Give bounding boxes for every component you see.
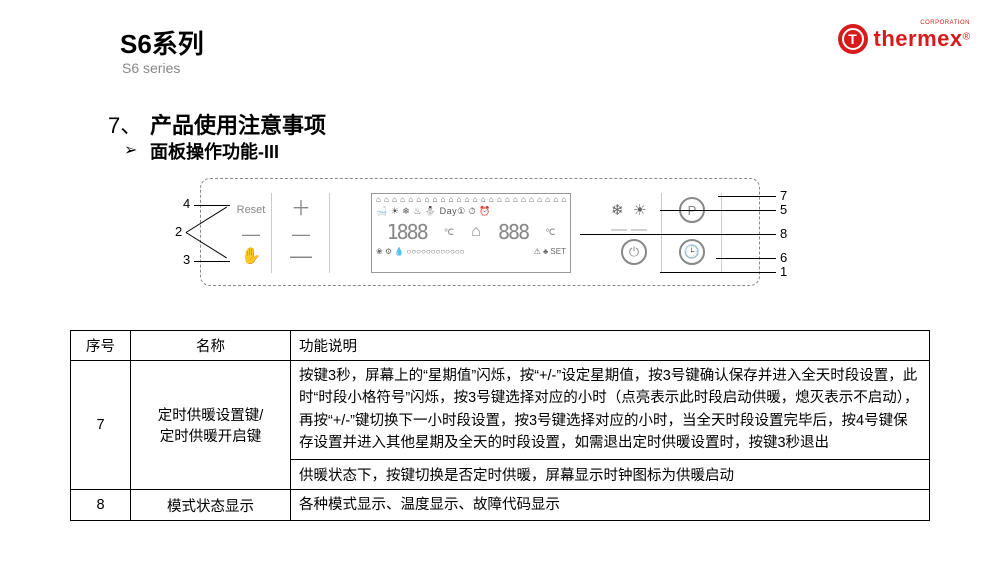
cell-name-7: 定时供暖设置键/ 定时供暖开启键 — [131, 361, 291, 490]
callout-1: 1 — [780, 264, 787, 279]
th-number: 序号 — [71, 331, 131, 361]
lcd-right-unit: ℃ — [545, 227, 555, 238]
lcd-screen: ⌂ ⌂ ⌂ ⌂ ⌂ ⌂ ⌂ ⌂ ⌂ ⌂ ⌂ ⌂ ⌂ ⌂ ⌂ ⌂ ⌂ ⌂ ⌂ ⌂ … — [371, 193, 571, 273]
reset-button-label: Reset — [231, 197, 271, 223]
lcd-week-row: ⌂ ⌂ ⌂ ⌂ ⌂ ⌂ ⌂ ⌂ ⌂ ⌂ ⌂ ⌂ ⌂ ⌂ ⌂ ⌂ ⌂ ⌂ ⌂ ⌂ … — [372, 194, 570, 205]
hand-button-icon: ✋ — [231, 243, 271, 269]
lcd-icons-row: 🛁 ☀ ❄ ♨ ⛄ Day① ⏱ ⏰ — [372, 205, 570, 218]
cell-name-8: 模式状态显示 — [131, 489, 291, 520]
cell-desc-8: 各种模式显示、温度显示、故障代码显示 — [291, 489, 930, 520]
clock-glyph: 🕒 — [684, 244, 700, 260]
table-row: 8 模式状态显示 各种模式显示、温度显示、故障代码显示 — [71, 489, 930, 520]
logo-corporation: CORPORATION — [920, 20, 970, 26]
bullet-text: 面板操作功能-III — [150, 138, 279, 164]
divider — [721, 193, 722, 273]
th-name: 名称 — [131, 331, 291, 361]
table-row: 7 定时供暖设置键/ 定时供暖开启键 按键3秒，屏幕上的“星期值”闪烁，按“+/… — [71, 361, 930, 460]
house-icon: ⌂ — [471, 223, 481, 241]
lcd-right-segment: 888 — [498, 220, 528, 244]
divider — [661, 193, 662, 273]
table-header-row: 序号 名称 功能说明 — [71, 331, 930, 361]
logo-registered: ® — [963, 32, 970, 43]
cell-desc-7b: 供暖状态下，按键切换是否定时供暖，屏幕显示时钟图标为供暖启动 — [291, 459, 930, 489]
logo-brand-text: thermex — [874, 26, 963, 51]
logo-mark-letter: T — [848, 31, 857, 47]
control-panel-diagram: Reset ＋ — — ✋ — ⌂ ⌂ ⌂ ⌂ ⌂ ⌂ ⌂ ⌂ ⌂ ⌂ ⌂ ⌂ … — [200, 178, 760, 286]
snowflake-icon: ❄ — [611, 201, 624, 219]
brand-logo: T CORPORATION thermex® — [838, 24, 970, 54]
callout-6: 6 — [780, 250, 787, 265]
section-number: 7、 — [108, 108, 142, 140]
power-glyph: ⏻ — [629, 244, 639, 260]
callout-8: 8 — [780, 226, 787, 241]
power-button-icon: ⏻ — [621, 239, 647, 265]
cell-num-7: 7 — [71, 361, 131, 490]
dash-icon: — — [611, 221, 627, 239]
callout-2: 2 — [175, 224, 182, 239]
callout-4: 4 — [183, 196, 190, 211]
callout-3: 3 — [183, 252, 190, 267]
section-title: 产品使用注意事项 — [150, 108, 326, 140]
clock-button-icon: 🕒 — [679, 239, 705, 265]
plus-button-icon: ＋ — [281, 193, 321, 219]
bullet-marker: ➢ — [124, 140, 137, 160]
lcd-left-unit: ℃ — [444, 227, 454, 238]
lcd-bottom-right: ⚠ ♣ SET — [534, 247, 566, 256]
callout-5: 5 — [780, 202, 787, 217]
dash-icon: — — [631, 221, 647, 239]
minus-button-icon: — — [281, 243, 321, 269]
lcd-left-segment: 1888 — [387, 220, 427, 244]
sun-icon: ☀ — [633, 201, 646, 219]
callout-7: 7 — [780, 188, 787, 203]
th-desc: 功能说明 — [291, 331, 930, 361]
divider — [271, 193, 272, 273]
logo-mark-icon: T — [838, 24, 868, 54]
page-title-cn: S6系列 — [120, 24, 204, 61]
divider — [329, 193, 330, 273]
function-table: 序号 名称 功能说明 7 定时供暖设置键/ 定时供暖开启键 按键3秒，屏幕上的“… — [70, 330, 930, 521]
cell-desc-7a: 按键3秒，屏幕上的“星期值”闪烁，按“+/-”设定星期值，按3号键确认保存并进入… — [291, 361, 930, 460]
cell-num-8: 8 — [71, 489, 131, 520]
page-subtitle-en: S6 series — [122, 60, 180, 76]
lcd-bottom-left: ❀ ⚙ 💧 ○○○○○○○○○○○○ — [376, 247, 465, 256]
